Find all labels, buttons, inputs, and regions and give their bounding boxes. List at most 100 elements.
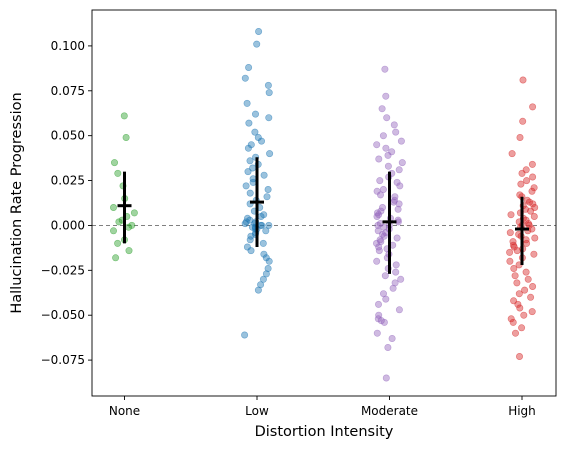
data-point (111, 159, 119, 167)
data-point (241, 331, 249, 339)
data-point (243, 243, 251, 251)
y-tick-label: −0.050 (41, 308, 85, 322)
data-point (395, 200, 403, 208)
data-point (255, 27, 263, 35)
data-point (395, 306, 403, 314)
data-point (252, 110, 260, 118)
data-point (397, 275, 405, 283)
data-point (393, 178, 401, 186)
y-axis: −0.075 −0.050 −0.025 0.000 0.025 0.050 0.075 0.… (41, 39, 92, 367)
plot-area (92, 27, 556, 382)
x-tick-label: None (109, 404, 140, 418)
data-point (520, 311, 528, 319)
data-point (246, 236, 254, 244)
data-point (519, 117, 527, 125)
data-point (380, 223, 388, 231)
data-point (376, 191, 384, 199)
data-point (372, 239, 380, 247)
data-point (514, 300, 522, 308)
data-point (524, 275, 532, 283)
series-none (110, 112, 138, 262)
data-point (265, 114, 273, 122)
data-point (528, 160, 536, 168)
data-point (264, 264, 272, 272)
data-point (264, 186, 272, 194)
data-point (254, 286, 262, 294)
data-point (257, 213, 265, 221)
data-point (125, 223, 133, 231)
y-tick-label: 0.050 (51, 129, 85, 143)
data-point (247, 247, 255, 255)
data-point (523, 239, 531, 247)
data-point (114, 239, 122, 247)
data-point (110, 227, 118, 235)
data-point (266, 150, 274, 158)
data-point (114, 169, 122, 177)
data-point (245, 64, 253, 72)
data-point (392, 128, 400, 136)
data-point (392, 268, 400, 276)
data-point (384, 151, 392, 159)
data-point (391, 279, 399, 287)
data-point (251, 128, 259, 136)
data-point (525, 221, 533, 229)
data-point (249, 178, 257, 186)
data-point (241, 220, 249, 228)
data-point (391, 193, 399, 201)
data-point (522, 268, 530, 276)
data-point (390, 121, 398, 129)
data-point (525, 198, 533, 206)
y-tick-label: −0.025 (41, 263, 85, 277)
data-point (528, 308, 536, 316)
data-point (253, 40, 261, 48)
x-tick-label: High (508, 404, 536, 418)
data-point (529, 282, 537, 290)
data-point (506, 248, 514, 256)
data-point (393, 234, 401, 242)
data-point (244, 144, 252, 152)
y-tick-label: −0.075 (41, 353, 85, 367)
data-point (381, 272, 389, 280)
y-axis-label: Hallucination Rate Progression (9, 92, 25, 313)
data-point (529, 200, 537, 208)
data-point (381, 65, 389, 73)
data-point (377, 238, 385, 246)
series-low (241, 27, 274, 339)
data-point (382, 295, 390, 303)
data-point (246, 189, 254, 197)
data-point (518, 169, 526, 177)
y-tick-label: 0.100 (51, 39, 85, 53)
data-point (528, 187, 536, 195)
data-point (379, 186, 387, 194)
data-point (389, 284, 397, 292)
data-point (530, 250, 538, 258)
data-point (521, 286, 529, 294)
data-point (122, 134, 130, 142)
data-point (527, 293, 535, 301)
y-tick-label: 0.000 (51, 218, 85, 232)
data-point (398, 159, 406, 167)
data-point (260, 250, 268, 258)
data-point (120, 112, 128, 120)
data-point (511, 329, 519, 337)
data-point (379, 132, 387, 140)
data-point (242, 182, 250, 190)
data-point (241, 74, 249, 82)
data-point (509, 318, 517, 326)
data-point (382, 144, 390, 152)
data-point (260, 171, 268, 179)
data-point (262, 227, 270, 235)
data-point (259, 275, 267, 283)
data-point (380, 318, 388, 326)
data-point (243, 99, 251, 107)
x-tick-label: Moderate (361, 404, 418, 418)
data-point (382, 374, 390, 382)
data-point (259, 239, 267, 247)
data-point (397, 137, 405, 145)
data-point (508, 150, 516, 158)
data-point (516, 134, 524, 142)
data-point (373, 213, 381, 221)
x-axis: None Low Moderate High (109, 396, 536, 418)
